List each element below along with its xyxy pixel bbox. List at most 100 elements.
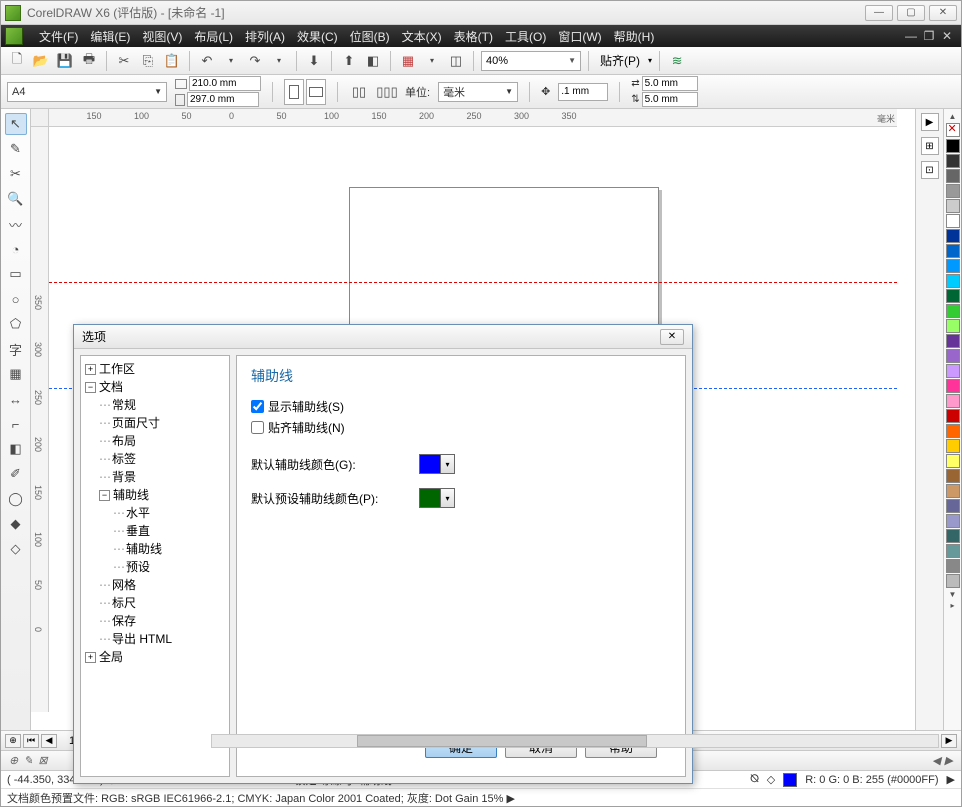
menu-3[interactable]: 布局(L) (188, 26, 239, 47)
copy-button[interactable]: ⎘ (138, 51, 158, 71)
fill-tool[interactable]: ◆ (5, 513, 27, 535)
mdi-close-button[interactable]: ✕ (941, 29, 953, 43)
first-page-button[interactable]: ⏮ (23, 734, 39, 748)
color-swatch[interactable] (946, 169, 960, 183)
connector-tool[interactable]: ⌐ (5, 413, 27, 435)
color-swatch[interactable] (946, 394, 960, 408)
tree-item[interactable]: ⋯布局 (83, 432, 227, 450)
table-tool[interactable]: ▦ (5, 363, 27, 385)
color-swatch[interactable] (946, 139, 960, 153)
landscape-button[interactable] (306, 79, 326, 105)
color-swatch[interactable] (946, 199, 960, 213)
color-swatch[interactable] (946, 364, 960, 378)
menu-2[interactable]: 视图(V) (136, 26, 188, 47)
save-button[interactable]: 💾 (55, 51, 75, 71)
color-swatch[interactable] (946, 214, 960, 228)
prev-page-button[interactable]: ◀ (41, 734, 57, 748)
portrait-button[interactable] (284, 79, 304, 105)
color-swatch[interactable] (946, 184, 960, 198)
color-swatch[interactable] (946, 244, 960, 258)
color-swatch[interactable] (946, 559, 960, 573)
minimize-button[interactable]: — (865, 5, 893, 21)
menu-9[interactable]: 工具(O) (499, 26, 552, 47)
palette-delete-icon[interactable]: ⊠ (38, 754, 49, 768)
palette-scroll-right[interactable]: ▶ (945, 754, 953, 767)
color-swatch[interactable] (946, 424, 960, 438)
mdi-restore-button[interactable]: ❐ (923, 29, 935, 43)
snap-dropdown[interactable]: ▾ (648, 56, 652, 65)
ellipse-tool[interactable]: ○ (5, 288, 27, 310)
tree-item[interactable]: ⋯页面尺寸 (83, 414, 227, 432)
new-button[interactable]: 🗋 (7, 51, 27, 71)
tree-item[interactable]: ⋯网格 (83, 576, 227, 594)
print-button[interactable]: 🖶 (79, 51, 99, 71)
tree-item[interactable]: ⋯垂直 (83, 522, 227, 540)
tree-item[interactable]: ⋯导出 HTML (83, 630, 227, 648)
menu-0[interactable]: 文件(F) (33, 26, 84, 47)
mdi-minimize-button[interactable]: — (905, 29, 917, 43)
guideline-h1[interactable] (49, 282, 897, 283)
publish-button[interactable]: ◧ (363, 51, 383, 71)
menu-10[interactable]: 窗口(W) (552, 26, 607, 47)
menu-4[interactable]: 排列(A) (239, 26, 291, 47)
palette-eyedrop-icon[interactable]: ✎ (24, 754, 35, 768)
tree-document[interactable]: −文档 (83, 378, 227, 396)
default-color-picker[interactable]: ▾ (419, 454, 455, 474)
shape-tool[interactable]: ✎ (5, 138, 27, 160)
polygon-tool[interactable]: ⬠ (5, 313, 27, 335)
color-swatch[interactable] (946, 529, 960, 543)
palette-up[interactable]: ▲ (944, 111, 961, 122)
status-flyout[interactable]: ▶ (947, 773, 955, 786)
color-swatch[interactable] (946, 259, 960, 273)
page-height-input[interactable] (187, 92, 259, 107)
horizontal-ruler[interactable]: 毫米 15010050050100150200250300350 (49, 109, 897, 127)
vertical-ruler[interactable]: 350300250200150100500 (31, 127, 49, 712)
ruler-origin[interactable] (31, 109, 49, 127)
menu-11[interactable]: 帮助(H) (608, 26, 661, 47)
snap-menu[interactable]: 贴齐(P) (596, 52, 644, 69)
color-swatch[interactable] (946, 469, 960, 483)
zoom-combo[interactable]: 40% ▼ (481, 51, 581, 71)
zoom-tool[interactable]: 🔍 (5, 188, 27, 210)
color-swatch[interactable] (946, 334, 960, 348)
facing-pages-button[interactable]: ▯▯ (349, 82, 369, 102)
no-color-swatch[interactable] (946, 123, 960, 137)
cut-button[interactable]: ✂ (114, 51, 134, 71)
open-button[interactable]: 📂 (31, 51, 51, 71)
palette-menu[interactable]: ▸ (944, 600, 961, 611)
undo-dropdown[interactable]: ▾ (221, 51, 241, 71)
color-swatch[interactable] (946, 229, 960, 243)
fill-none-icon[interactable]: ◇ (767, 773, 775, 786)
dup-x-input[interactable] (642, 76, 698, 91)
show-guidelines-checkbox[interactable] (251, 400, 264, 413)
page-width-input[interactable] (189, 76, 261, 91)
docker-tab-2[interactable]: ⊞ (921, 137, 939, 155)
import-button[interactable]: ⬇ (304, 51, 324, 71)
redo-dropdown[interactable]: ▾ (269, 51, 289, 71)
tree-guidelines[interactable]: −辅助线 (83, 486, 227, 504)
tree-workspace[interactable]: +工作区 (83, 360, 227, 378)
dimension-tool[interactable]: ↔ (5, 388, 27, 410)
outline-none-icon[interactable]: ⦰ (750, 773, 759, 786)
rectangle-tool[interactable]: ▭ (5, 263, 27, 285)
color-swatch[interactable] (946, 574, 960, 588)
color-swatch[interactable] (946, 349, 960, 363)
text-tool[interactable]: 字 (5, 338, 27, 360)
interactive-tool[interactable]: ◧ (5, 438, 27, 460)
dialog-close-button[interactable]: ✕ (660, 329, 684, 345)
welcome-button[interactable]: ◫ (446, 51, 466, 71)
paste-button[interactable]: 📋 (162, 51, 182, 71)
fill-color-swatch[interactable] (783, 773, 797, 787)
app-launcher-dropdown[interactable]: ▾ (422, 51, 442, 71)
pick-tool[interactable]: ↖ (5, 113, 27, 135)
close-button[interactable]: ✕ (929, 5, 957, 21)
color-swatch[interactable] (946, 154, 960, 168)
app-launcher-button[interactable]: ▦ (398, 51, 418, 71)
tree-item[interactable]: ⋯标签 (83, 450, 227, 468)
menu-1[interactable]: 编辑(E) (84, 26, 136, 47)
docker-tab-1[interactable]: ▶ (921, 113, 939, 131)
horizontal-scrollbar[interactable] (211, 734, 939, 748)
options-button[interactable]: ≋ (667, 51, 687, 71)
scroll-right-button[interactable]: ▶ (941, 734, 957, 748)
palette-scroll-left[interactable]: ◀ (932, 754, 940, 767)
